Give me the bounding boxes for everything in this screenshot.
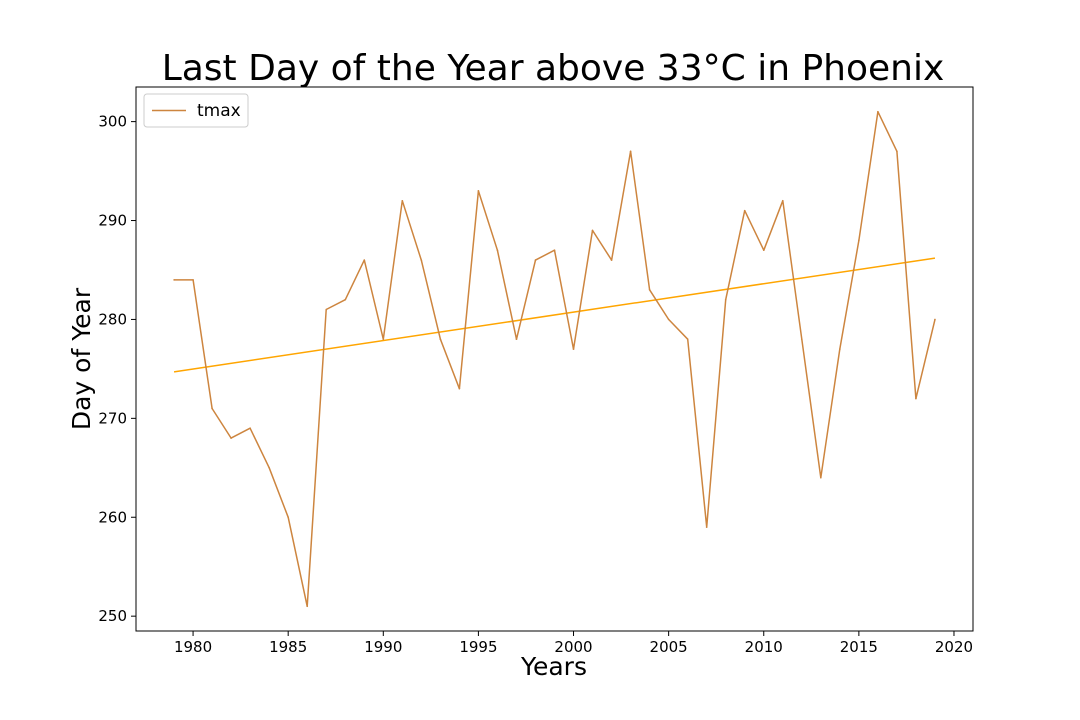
y-axis: 250 260 270 280 290 300 bbox=[98, 113, 136, 625]
y-tick-label: 300 bbox=[98, 113, 127, 131]
x-tick-label: 1995 bbox=[459, 638, 497, 656]
data-point bbox=[477, 190, 480, 192]
legend: tmax bbox=[143, 93, 249, 128]
x-tick-label: 2015 bbox=[840, 638, 878, 656]
data-point bbox=[629, 150, 632, 153]
data-point bbox=[839, 348, 841, 350]
data-point bbox=[686, 338, 689, 341]
y-tick-label: 270 bbox=[98, 409, 127, 427]
x-tick-label: 1990 bbox=[364, 638, 402, 656]
data-point bbox=[230, 437, 232, 439]
y-tick-label: 290 bbox=[98, 212, 127, 230]
data-point bbox=[249, 427, 251, 430]
data-point bbox=[915, 397, 917, 400]
data-point bbox=[211, 407, 213, 410]
chart-title: Last Day of the Year above 33°C in Phoen… bbox=[162, 48, 945, 89]
data-point bbox=[439, 338, 442, 341]
data-point bbox=[934, 318, 936, 321]
legend-label: tmax bbox=[197, 101, 241, 121]
x-tick-label: 2010 bbox=[745, 638, 783, 656]
data-point bbox=[724, 298, 727, 301]
data-point bbox=[705, 526, 708, 528]
trendline bbox=[173, 257, 936, 373]
data-point bbox=[382, 338, 385, 341]
data-point bbox=[572, 348, 575, 350]
data-point bbox=[553, 249, 556, 251]
plot-area bbox=[135, 86, 974, 632]
y-tick-label: 250 bbox=[98, 607, 127, 625]
data-point bbox=[344, 298, 347, 301]
data-point bbox=[800, 338, 803, 341]
data-point bbox=[610, 259, 613, 261]
y-tick-label: 280 bbox=[98, 310, 127, 328]
legend-box bbox=[143, 93, 249, 128]
data-point bbox=[820, 476, 822, 479]
x-tick-label: 2005 bbox=[650, 638, 688, 656]
y-tick-label: 260 bbox=[98, 508, 127, 526]
data-point bbox=[420, 259, 423, 261]
data-point bbox=[192, 279, 194, 281]
data-point bbox=[858, 239, 860, 242]
data-point bbox=[877, 110, 879, 113]
series-layer bbox=[173, 110, 936, 608]
data-point bbox=[268, 467, 270, 469]
x-tick-label: 1980 bbox=[174, 638, 212, 656]
data-point bbox=[363, 259, 366, 261]
data-point bbox=[534, 259, 537, 261]
data-point bbox=[287, 516, 289, 519]
data-point bbox=[401, 199, 404, 202]
data-point bbox=[667, 318, 670, 321]
data-point bbox=[896, 150, 898, 153]
plot-frame bbox=[135, 86, 974, 632]
data-point bbox=[743, 209, 746, 212]
x-tick-label: 1985 bbox=[269, 638, 307, 656]
data-point bbox=[781, 199, 784, 202]
data-point bbox=[762, 249, 765, 251]
data-point bbox=[458, 387, 461, 390]
data-point bbox=[173, 279, 175, 281]
x-tick-label: 2020 bbox=[935, 638, 973, 656]
data-point bbox=[496, 249, 499, 251]
y-axis-label: Day of Year bbox=[67, 287, 96, 430]
x-axis-label: Years bbox=[520, 652, 587, 681]
x-axis: 1980 1985 1990 1995 2000 2005 2010 2015 2020 bbox=[174, 631, 973, 656]
data-point bbox=[306, 605, 309, 608]
data-point bbox=[325, 308, 328, 311]
x-tick-label: 2000 bbox=[554, 638, 592, 656]
data-point bbox=[648, 288, 651, 291]
trendline-layer bbox=[173, 257, 936, 373]
data-point bbox=[515, 338, 518, 341]
data-point bbox=[591, 229, 594, 232]
